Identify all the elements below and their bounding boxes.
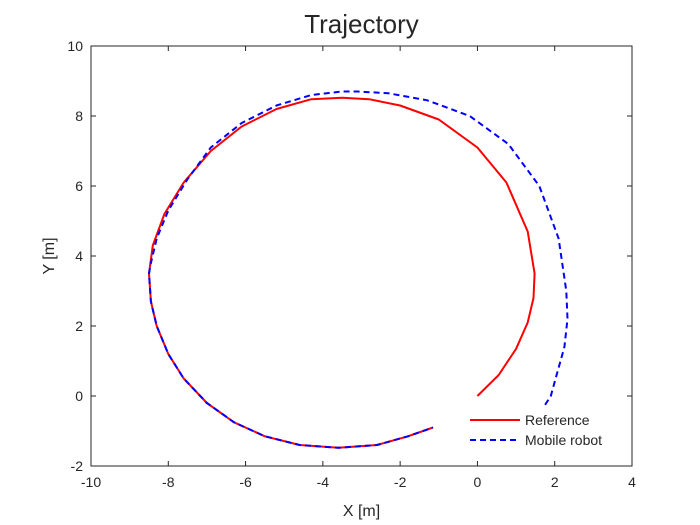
legend-label: Reference: [525, 412, 590, 428]
y-axis-label: Y [m]: [41, 237, 58, 274]
y-tick-label: 4: [75, 248, 83, 264]
x-tick-label: 2: [551, 474, 559, 490]
y-tick-label: 0: [75, 388, 83, 404]
chart-title: Trajectory: [304, 9, 419, 39]
y-tick-label: 8: [75, 108, 83, 124]
x-tick-label: 4: [628, 474, 636, 490]
x-tick-label: -10: [81, 474, 101, 490]
y-tick-label: 2: [75, 318, 83, 334]
x-tick-label: -4: [317, 474, 330, 490]
x-tick-label: -8: [162, 474, 175, 490]
legend-label: Mobile robot: [525, 432, 602, 448]
x-tick-label: -6: [239, 474, 252, 490]
y-tick-label: 6: [75, 178, 83, 194]
x-axis-label: X [m]: [343, 503, 380, 520]
x-tick-label: 0: [474, 474, 482, 490]
x-tick-label: -2: [394, 474, 407, 490]
y-tick-label: 10: [67, 38, 83, 54]
y-tick-label: -2: [71, 458, 84, 474]
plot-area: [91, 46, 632, 466]
